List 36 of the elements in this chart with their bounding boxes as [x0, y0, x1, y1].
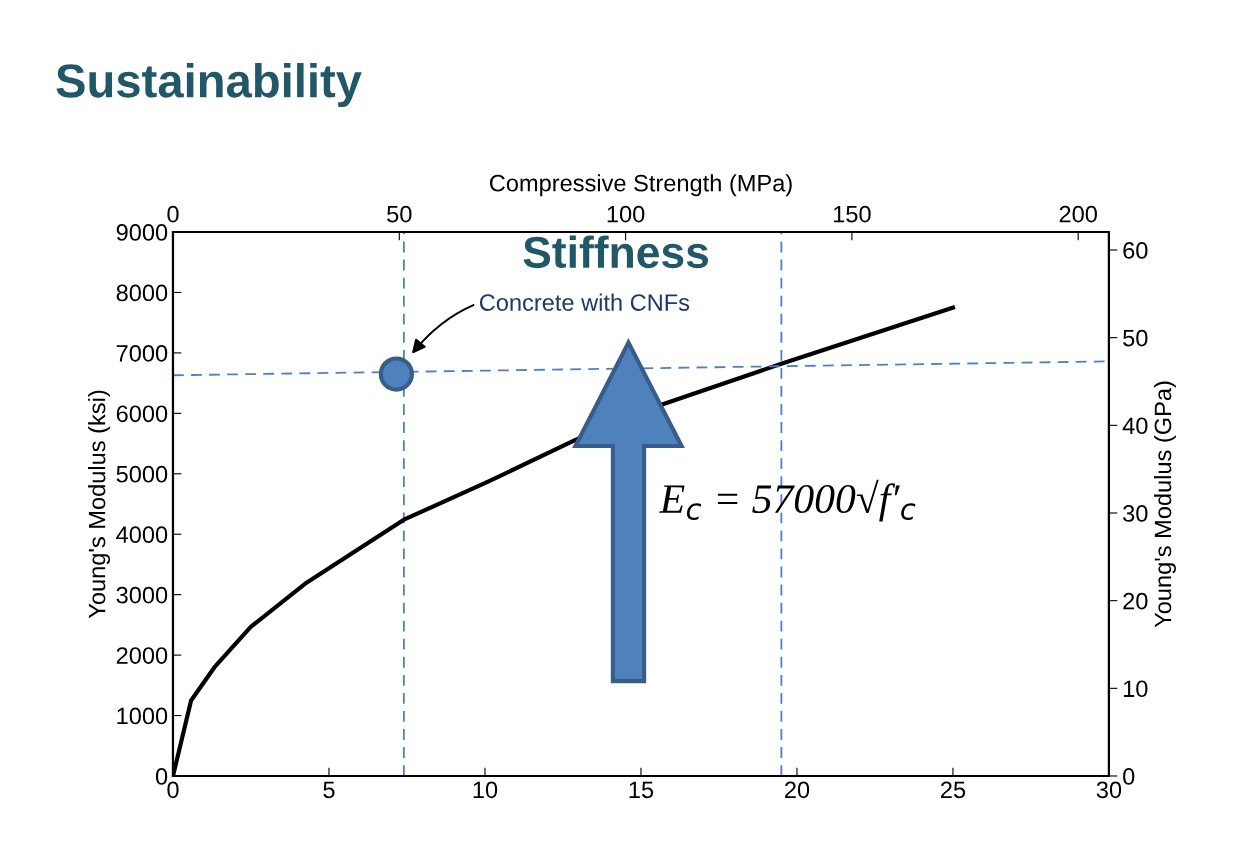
y2-tick-label: 10	[1123, 680, 1148, 698]
x2-tick-label: 150	[833, 205, 871, 223]
x-tick-label: 25	[941, 781, 966, 799]
y2-tick-label: 30	[1123, 505, 1148, 522]
y-tick-label: 6000	[116, 405, 168, 423]
y-tick-label: 2000	[116, 647, 168, 664]
y2-tick-label: 40	[1122, 417, 1148, 435]
y-tick-label: 7000	[116, 344, 168, 362]
x-tick-label: 15	[629, 781, 654, 799]
y-tick-label: 8000	[116, 284, 168, 302]
y-tick-label: 4000	[116, 526, 168, 544]
y2-tick-label: 0	[1123, 768, 1135, 785]
annotation: Concrete with CNFs	[479, 293, 690, 311]
y-axis-title: Young's Modulus (ksi)	[88, 390, 111, 619]
y-tick-label: 5000	[116, 465, 168, 483]
x2-tick-label: 200	[1059, 205, 1097, 223]
y-tick-label: 9000	[116, 224, 168, 241]
x-tick-label: 10	[473, 781, 498, 799]
y2-tick-label: 20	[1123, 592, 1148, 610]
annotation: E$_{c}$ = 57000√f′$_{c}$	[659, 479, 916, 522]
y-tick-label: 3000	[116, 586, 168, 604]
x2-axis-title: Compressive Strength (MPa)	[489, 174, 792, 197]
x-tick-label: 20	[785, 781, 810, 799]
x-tick-label: 30	[1096, 781, 1122, 799]
y2-axis-title: Young's Modulus (GPa)	[1153, 381, 1176, 628]
x-tick-label: 5	[323, 781, 335, 799]
y-tick-label: 0	[155, 768, 168, 785]
x2-tick-label: 50	[387, 205, 412, 223]
y-tick-label: 1000	[117, 707, 168, 725]
text: Sustainability	[56, 62, 362, 108]
x2-tick-label: 100	[607, 205, 645, 223]
y2-tick-label: 50	[1123, 329, 1148, 347]
x2-tick-label: 0	[167, 205, 179, 223]
x-tick-label: 0	[167, 781, 179, 799]
y2-tick-label: 60	[1123, 242, 1148, 259]
annotation: Stiffness	[523, 235, 709, 269]
